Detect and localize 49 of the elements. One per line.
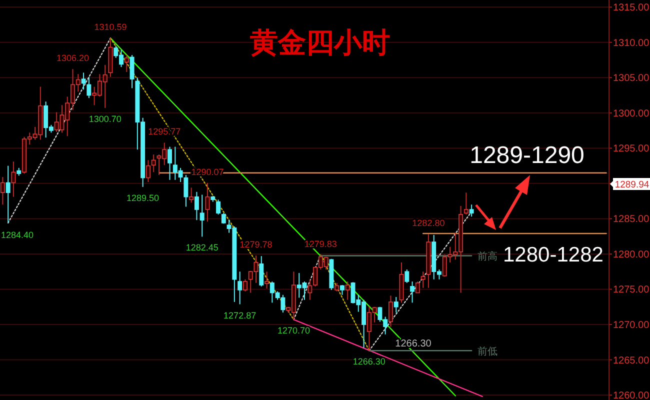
candlestick (200, 194, 204, 238)
y-tick-label: 1265.00 (613, 355, 650, 366)
y-tick-label: 1270.00 (613, 320, 650, 332)
y-tick-label: 1285.00 (613, 214, 650, 226)
annotation: 1272.87 (224, 310, 256, 320)
candlestick (404, 268, 410, 284)
candlestick (130, 54, 134, 89)
y-tick-label: 1300.00 (613, 108, 650, 120)
candlestick (189, 187, 194, 203)
y-tick-label: 1280.00 (613, 249, 650, 260)
candlestick (184, 174, 188, 208)
candlestick (86, 76, 92, 99)
y-tick-label: 1310.00 (613, 38, 650, 49)
annotation: 1266.30 (352, 356, 386, 367)
series-label: 1289-1290 (470, 142, 584, 169)
candlestick (194, 191, 199, 221)
y-tick-label: 1315.00 (613, 2, 650, 14)
candlestick (469, 204, 474, 218)
annotation: 1279.78 (240, 240, 272, 250)
series-label: 前低 (478, 346, 498, 358)
series-label: 前高 (478, 250, 498, 263)
annotation: 1295.77 (148, 126, 181, 137)
candlestick (124, 54, 129, 72)
annotation: 1282.80 (412, 218, 445, 228)
annotation: 1310.59 (94, 22, 127, 32)
y-tick-label: 1275.00 (613, 284, 650, 296)
annotation: 1270.70 (277, 326, 310, 336)
annotation: 1306.20 (56, 53, 90, 64)
text: 黄金四小时 (249, 26, 390, 59)
candlestick (151, 154, 156, 173)
y-tick-label: 1260.00 (613, 390, 650, 400)
candlestick (464, 192, 468, 215)
candlestick (216, 199, 221, 215)
annotation: 1300.70 (88, 114, 122, 124)
candlestick (340, 284, 344, 296)
candlestick (81, 72, 86, 90)
series-label: 1280-1282 (503, 244, 604, 267)
text: 1289.94 (614, 180, 650, 190)
annotation: 1289.50 (126, 192, 160, 203)
annotation: 1282.45 (186, 242, 218, 253)
candlestick (6, 165, 10, 224)
candlestick (168, 146, 172, 180)
candlestick (410, 280, 415, 304)
candlestick (259, 256, 264, 287)
y-tick-label: 1295.00 (613, 144, 650, 155)
candlestick (394, 296, 398, 314)
y-tick-label: 1305.00 (613, 73, 650, 84)
annotation: 1284.40 (1, 230, 34, 240)
candlestick (238, 271, 242, 305)
